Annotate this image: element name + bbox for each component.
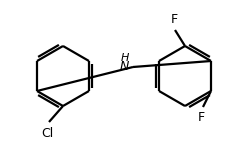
Text: H: H xyxy=(120,53,129,63)
Text: F: F xyxy=(170,13,177,26)
Text: N: N xyxy=(120,59,129,73)
Text: Cl: Cl xyxy=(41,127,53,140)
Text: F: F xyxy=(198,111,204,124)
